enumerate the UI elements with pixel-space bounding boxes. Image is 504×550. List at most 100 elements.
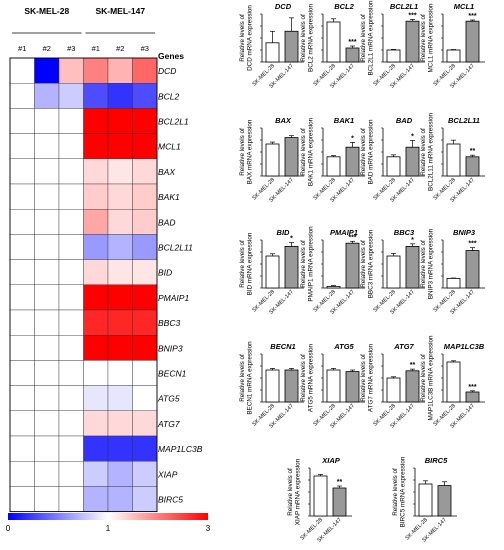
heatmap-cell bbox=[83, 461, 109, 487]
heatmap-cell bbox=[83, 259, 109, 286]
gene-label: BECN1 bbox=[158, 369, 187, 379]
bar bbox=[326, 369, 341, 403]
gene-label: DCD bbox=[158, 66, 176, 76]
y-axis-label-line: ATG5 mRNA expression bbox=[308, 343, 315, 412]
y-axis-label-line: BECN1 mRNA expression bbox=[247, 341, 254, 415]
heatmap-cell bbox=[107, 133, 133, 160]
heatmap-cell bbox=[132, 410, 158, 437]
y-axis-label: Relative levels ofATG5 mRNA expression bbox=[300, 343, 315, 412]
heatmap-cell bbox=[107, 183, 133, 210]
heatmap-cell bbox=[132, 133, 158, 160]
replicate-label: #1 bbox=[92, 44, 100, 53]
heatmap-cell bbox=[107, 410, 133, 437]
heatmap-cell bbox=[107, 108, 133, 134]
gene-label: MCL1 bbox=[158, 142, 181, 152]
chart-title: BCL2 bbox=[334, 2, 354, 11]
replicate-label: #3 bbox=[67, 44, 75, 53]
bar bbox=[326, 285, 341, 289]
bar bbox=[326, 156, 341, 177]
heatmap-cell bbox=[132, 57, 158, 84]
heatmap-cell bbox=[132, 284, 158, 311]
heatmap-cell bbox=[34, 385, 60, 412]
heatmap-cell bbox=[34, 82, 60, 109]
heatmap-cell bbox=[34, 435, 60, 462]
heatmap-cell bbox=[34, 259, 60, 286]
y-axis-label: Relative levels ofBNIP3 mRNA expression bbox=[420, 228, 435, 299]
bar-chart: BIRC5 Relative levels ofBIRC5 mRNA expres… bbox=[392, 456, 457, 544]
bar-chart: XIAP Relative levels ofXIAP mRNA expressi… bbox=[287, 456, 352, 544]
y-axis-label: Relative levels ofBIRC5 mRNA expression bbox=[392, 456, 407, 527]
heatmap-cell bbox=[9, 360, 35, 386]
gene-label: BAD bbox=[158, 217, 175, 227]
y-axis-label: Relative levels ofBCL2L11 mRNA expressio… bbox=[420, 113, 435, 191]
significance-marker: * bbox=[411, 237, 414, 244]
bar bbox=[446, 361, 461, 403]
y-axis-label-line: Relative levels of bbox=[239, 354, 246, 402]
gene-label: BID bbox=[158, 268, 172, 278]
heatmap-cell bbox=[9, 309, 35, 336]
bar-chart: MAP1LC3B Relative levels ofMAP1LC3B mRNA … bbox=[420, 335, 485, 430]
heatmap-cell bbox=[132, 461, 158, 487]
bar bbox=[446, 49, 461, 63]
heatmap-cell bbox=[58, 183, 84, 210]
y-axis-label: Relative levels ofDCD mRNA expression bbox=[239, 5, 254, 71]
heatmap-cell bbox=[107, 360, 133, 386]
heatmap-cell bbox=[34, 208, 60, 235]
gene-label: BAX bbox=[158, 167, 175, 177]
heatmap-cell bbox=[9, 158, 35, 185]
heatmap-cell bbox=[107, 158, 133, 185]
heatmap-cell bbox=[9, 183, 35, 210]
heatmap-cell bbox=[132, 259, 158, 286]
heatmap-cell bbox=[107, 435, 133, 462]
heatmap-cell bbox=[58, 108, 84, 134]
y-axis-label-line: MCL1 mRNA expression bbox=[428, 3, 435, 72]
genes-header: Genes bbox=[158, 51, 184, 61]
chart-title: MAP1LC3B bbox=[444, 342, 485, 351]
heatmap-cell bbox=[107, 284, 133, 311]
heatmap-cell bbox=[83, 360, 109, 386]
bar bbox=[332, 487, 347, 517]
chart-title: BAD bbox=[396, 116, 413, 125]
heatmap-cell bbox=[9, 82, 35, 109]
heatmap-cell bbox=[34, 309, 60, 336]
chart-title: BIRC5 bbox=[425, 456, 448, 465]
bar bbox=[465, 391, 480, 403]
heatmap-cell bbox=[34, 158, 60, 185]
bar bbox=[437, 485, 452, 517]
heatmap-cell bbox=[34, 461, 60, 487]
y-axis-label: Relative levels ofBAX mRNA expression bbox=[239, 119, 254, 184]
y-axis-label: Relative levels ofBCL2 mRNA expression bbox=[300, 4, 315, 72]
y-axis-label-line: Relative levels of bbox=[239, 240, 246, 288]
y-axis-label: Relative levels ofBAD mRNA expression bbox=[360, 119, 375, 185]
heatmap-cell bbox=[34, 183, 60, 210]
bar bbox=[418, 483, 433, 517]
colorbar-min-label: 0 bbox=[6, 524, 11, 533]
heatmap-cell bbox=[107, 461, 133, 487]
y-axis-label-line: MAP1LC3B mRNA expression bbox=[428, 335, 435, 421]
heatmap-cell bbox=[132, 385, 158, 412]
heatmap-cell bbox=[58, 208, 84, 235]
y-axis-label-line: BAD mRNA expression bbox=[368, 119, 375, 185]
heatmap-cell bbox=[83, 57, 109, 84]
heatmap-cell bbox=[58, 284, 84, 311]
heatmap-cell bbox=[83, 284, 109, 311]
y-axis-label-line: Relative levels of bbox=[420, 240, 427, 288]
bar bbox=[345, 146, 360, 177]
chart-title: BAK1 bbox=[334, 116, 354, 125]
bar-chart: MCL1 Relative levels ofMCL1 mRNA expressi… bbox=[420, 2, 485, 90]
y-axis-label: Relative levels ofBAK1 mRNA expression bbox=[300, 117, 315, 186]
bar bbox=[405, 20, 420, 63]
heatmap-cell bbox=[58, 82, 84, 109]
y-axis-label-line: Relative levels of bbox=[300, 354, 307, 402]
heatmap-cell bbox=[34, 284, 60, 311]
y-axis-label: Relative levels ofMCL1 mRNA expression bbox=[420, 3, 435, 72]
chart-title: BECN1 bbox=[270, 342, 295, 351]
y-axis-label-line: Relative levels of bbox=[360, 128, 367, 176]
y-axis-label-line: BCL2L11 mRNA expression bbox=[428, 113, 435, 191]
heatmap-cell bbox=[58, 360, 84, 386]
bar bbox=[345, 371, 360, 403]
heatmap-cell bbox=[132, 435, 158, 462]
bar bbox=[265, 143, 280, 177]
bar bbox=[326, 21, 341, 63]
